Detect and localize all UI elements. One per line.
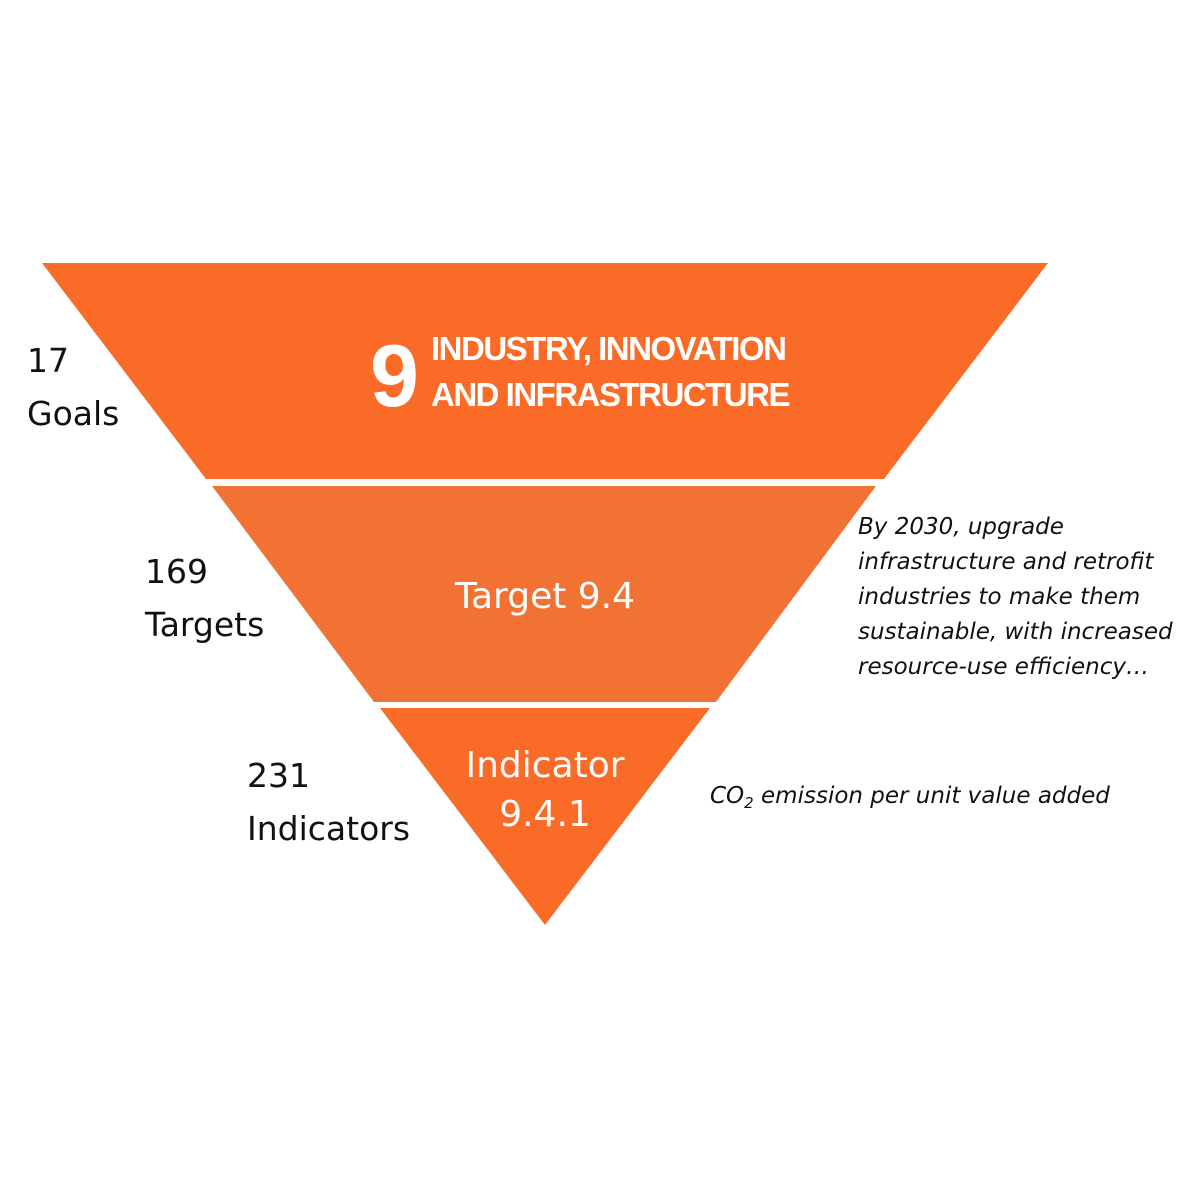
- indicators-level-label: 231 Indicators: [247, 749, 410, 855]
- goal-tier: [42, 263, 1048, 479]
- goals-level-label: 17 Goals: [27, 334, 119, 440]
- indicator-label-line2: 9.4.1: [499, 794, 591, 835]
- target-description-line: sustainable, with increased: [858, 619, 1173, 645]
- indicators-count: 231: [247, 756, 310, 795]
- goals-count: 17: [27, 341, 69, 380]
- indicator-description-line: CO2 emission per unit value added: [710, 779, 1110, 814]
- goal-title-line1: INDUSTRY, INNOVATION: [431, 330, 785, 367]
- indicator-description-prefix: CO: [710, 783, 745, 809]
- indicators-label: Indicators: [247, 809, 411, 848]
- targets-label: Targets: [145, 605, 265, 644]
- target-description-line: resource-use efficiency…: [858, 654, 1149, 680]
- target-description-line: industries to make them: [858, 584, 1141, 610]
- indicator-tier: [380, 708, 710, 925]
- target-description-line: infrastructure and retrofit: [858, 549, 1154, 575]
- goal-number: 9: [370, 326, 419, 425]
- targets-level-label: 169 Targets: [145, 545, 264, 651]
- target-tier: [212, 486, 876, 702]
- target-label: Target 9.4: [454, 576, 635, 617]
- indicator-description: CO2 emission per unit value added: [710, 779, 1110, 814]
- targets-count: 169: [145, 552, 208, 591]
- target-description: By 2030, upgrade infrastructure and retr…: [858, 510, 1173, 685]
- goal-title-line2: AND INFRASTRUCTURE: [431, 376, 789, 413]
- target-description-line: By 2030, upgrade: [858, 514, 1064, 540]
- indicator-description-suffix: emission per unit value added: [753, 783, 1110, 809]
- indicator-label-line1: Indicator: [465, 745, 624, 786]
- goals-label: Goals: [27, 394, 120, 433]
- indicator-description-subscript: 2: [744, 794, 754, 812]
